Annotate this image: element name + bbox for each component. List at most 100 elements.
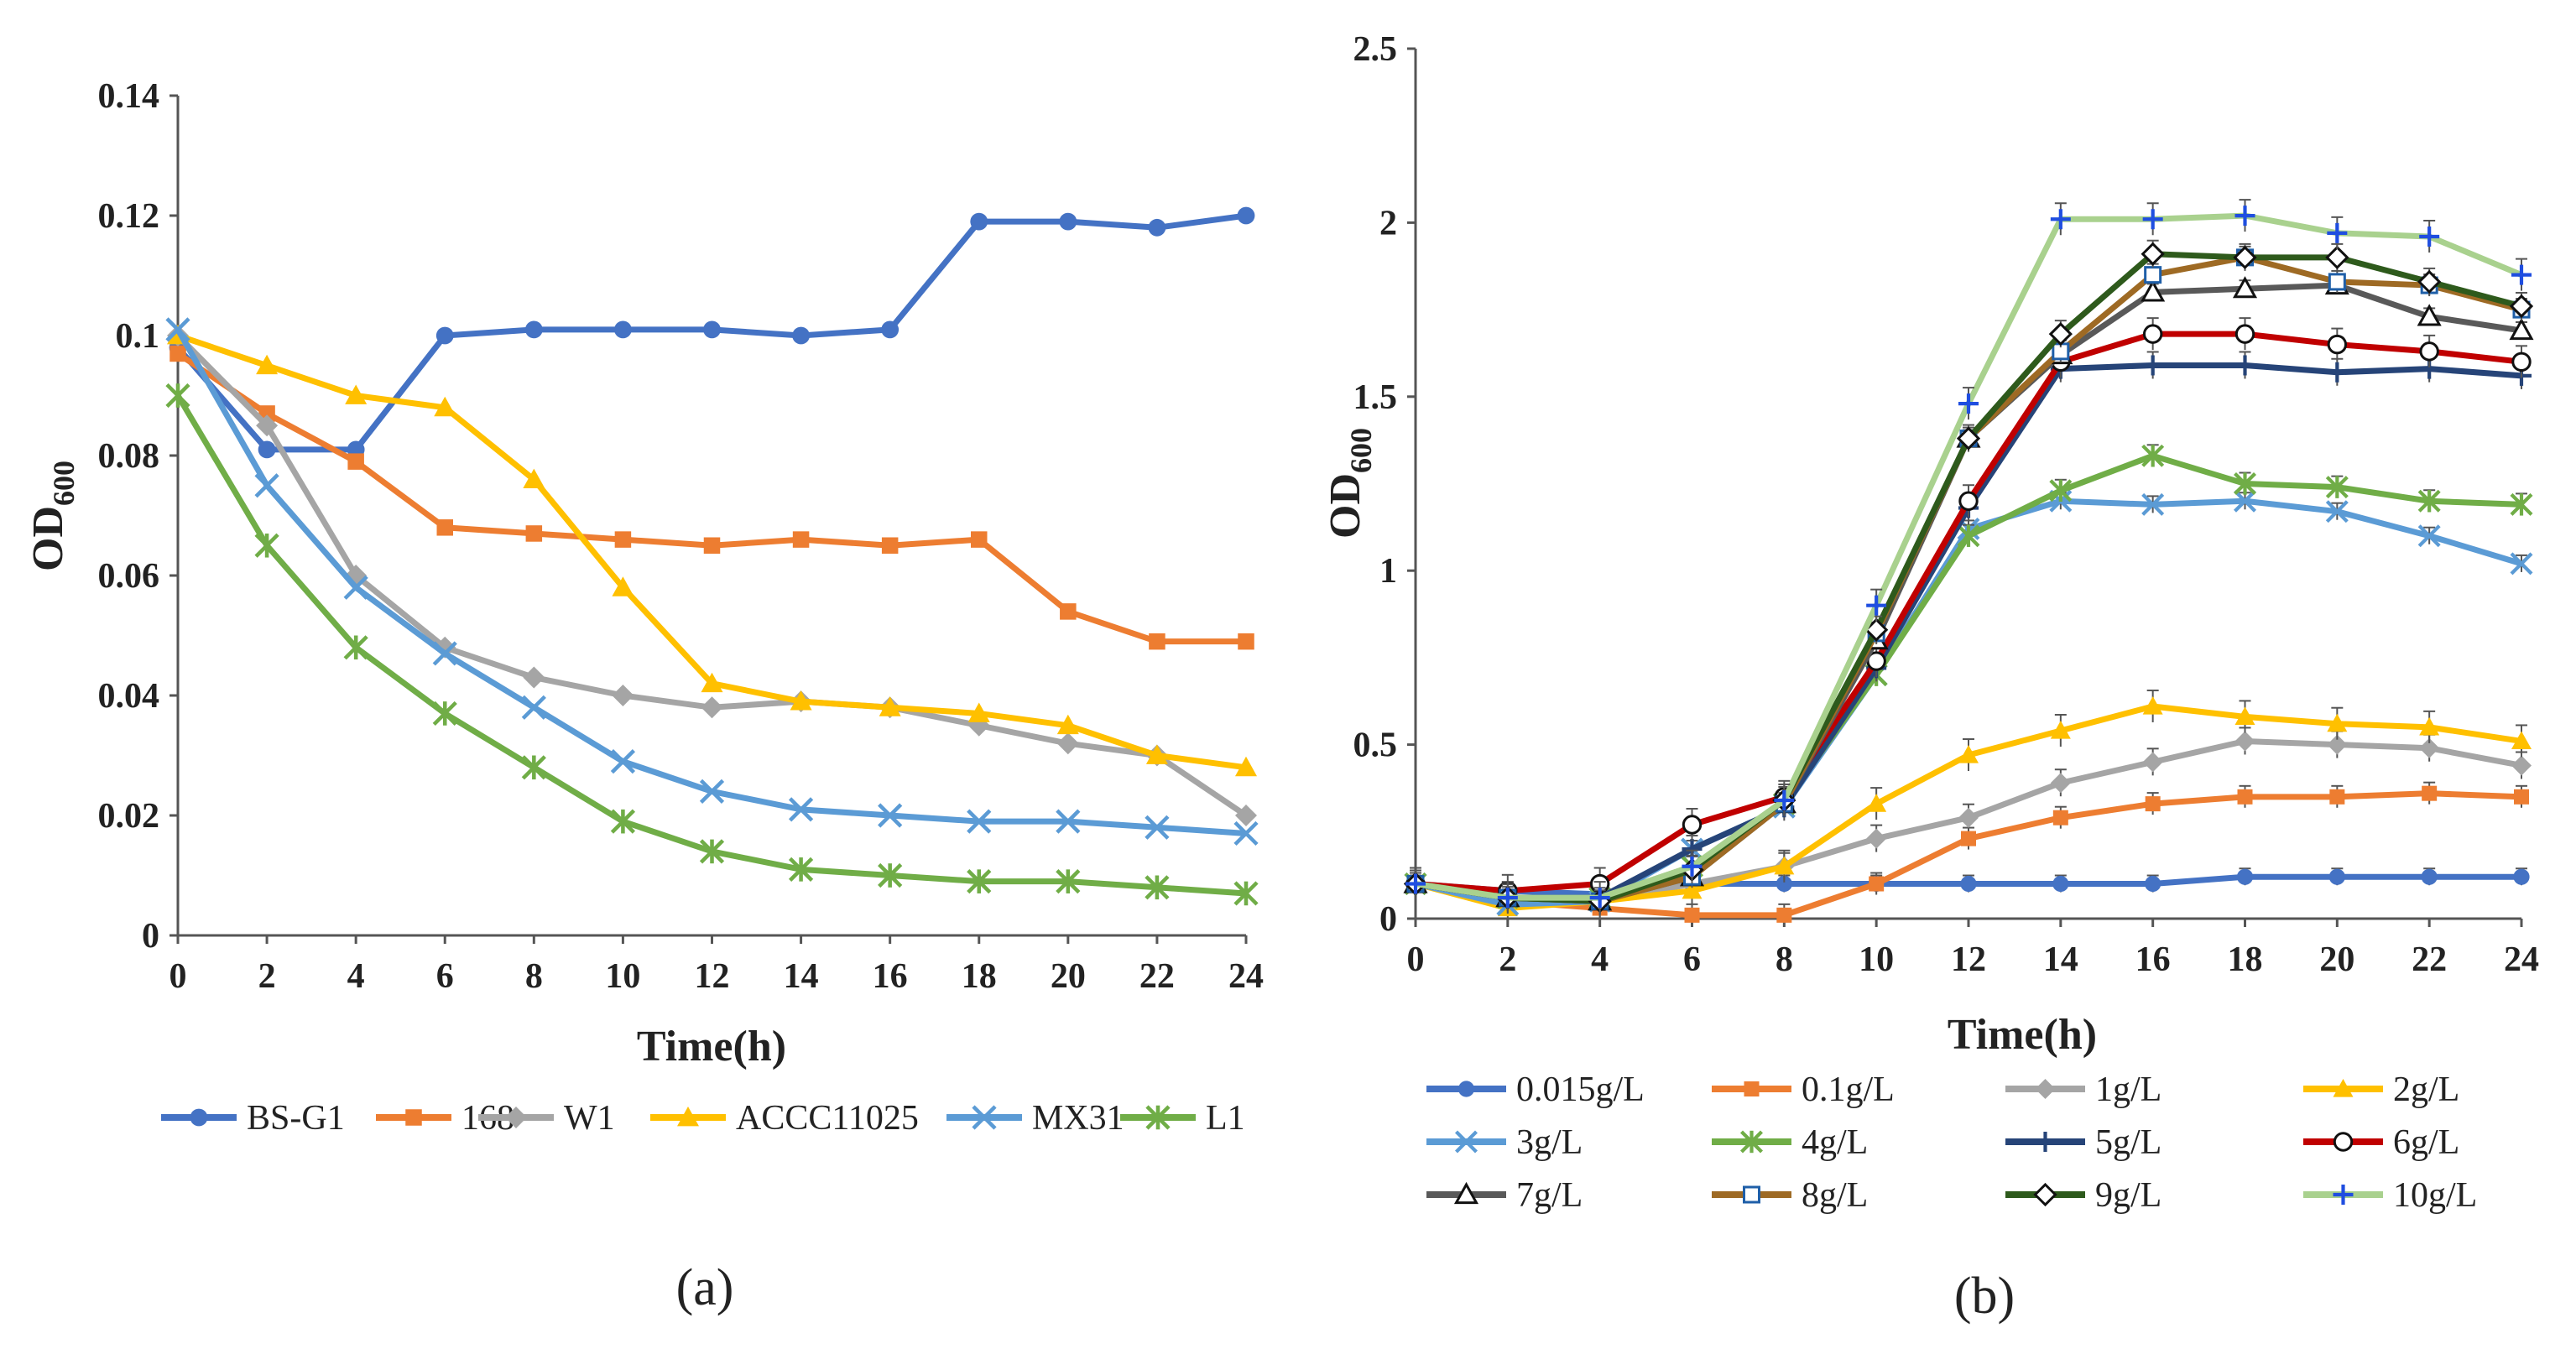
legend-label: 0.1g/L: [1802, 1070, 1895, 1109]
data-point: [2234, 324, 2255, 344]
data-point: [1958, 807, 1979, 828]
data-point: [701, 672, 723, 693]
x-tick-label: 10: [1859, 940, 1894, 979]
data-point: [699, 839, 725, 864]
data-point: [2419, 737, 2440, 758]
x-tick-label: 20: [1051, 957, 1086, 996]
legend-marker: [2333, 1132, 2354, 1152]
data-point: [2325, 500, 2349, 523]
legend-marker: [405, 1109, 422, 1126]
legend-label: 6g/L: [2393, 1123, 2459, 1162]
series-MX31: [165, 317, 1259, 846]
legend-item: W1: [478, 1099, 615, 1138]
legend-label: MX31: [1032, 1099, 1124, 1138]
data-point: [2419, 226, 2440, 247]
data-point: [1145, 815, 1170, 840]
data-point: [524, 320, 543, 339]
data-point: [2511, 731, 2532, 750]
data-point: [2422, 785, 2438, 801]
data-point: [1056, 869, 1081, 894]
data-point: [2417, 489, 2441, 513]
legend-item: 6g/L: [2303, 1123, 2459, 1162]
data-point: [1682, 856, 1703, 877]
legend-item: 7g/L: [1426, 1176, 1583, 1215]
data-point: [2052, 875, 2069, 893]
data-point: [169, 345, 186, 362]
data-point: [1235, 805, 1257, 826]
data-point: [1957, 524, 1980, 548]
data-point: [2050, 721, 2071, 739]
series-10g/L: [1405, 199, 2532, 914]
data-point: [971, 531, 988, 548]
data-point: [1233, 820, 1259, 846]
data-point: [792, 326, 810, 345]
legend-item: 9g/L: [2005, 1176, 2161, 1215]
data-point: [2234, 355, 2255, 376]
legend-marker: [2035, 1132, 2056, 1152]
legend-label: 8g/L: [1802, 1176, 1868, 1215]
legend-label: 1g/L: [2095, 1070, 2161, 1109]
data-point: [1960, 875, 1977, 893]
legend-item: 5g/L: [2005, 1123, 2161, 1162]
data-point: [2145, 875, 2161, 893]
legend-b: 0.015g/L 0.1g/L 1g/L 2g/L 3g/L 4g/L 5g/L 6g/L 7g…: [1426, 1070, 2477, 1215]
legend-marker: [1145, 1105, 1171, 1130]
data-point: [967, 809, 992, 834]
data-point: [2234, 706, 2255, 726]
data-point: [1869, 876, 1885, 892]
data-point: [2419, 716, 2440, 736]
y-tick-label: 0.5: [1353, 727, 1398, 765]
data-point: [2510, 492, 2533, 516]
data-point: [1405, 873, 1426, 894]
legend-marker: [677, 1107, 699, 1127]
data-point: [2327, 734, 2348, 755]
data-point: [2234, 489, 2256, 513]
data-point: [1958, 745, 1979, 763]
data-point: [1056, 809, 1081, 834]
data-point: [2142, 695, 2163, 715]
x-tick-label: 18: [2228, 940, 2263, 979]
y-tick-label: 0.08: [98, 437, 160, 476]
data-point: [434, 396, 456, 417]
legend-marker: [2333, 1185, 2354, 1205]
data-point: [2141, 279, 2166, 302]
data-point: [2141, 492, 2165, 516]
legend-marker: [1744, 1081, 1760, 1096]
data-point: [614, 531, 632, 548]
legend-label: ACCC11025: [736, 1099, 919, 1138]
data-point: [1238, 633, 1254, 650]
data-point: [1148, 218, 1166, 237]
y-tick-label: 2: [1379, 204, 1397, 242]
legend-label: BS-G1: [247, 1099, 345, 1138]
data-point: [435, 326, 454, 345]
legend-item: ACCC11025: [650, 1099, 919, 1138]
x-tick-label: 22: [2412, 940, 2447, 979]
data-point: [881, 320, 900, 339]
data-point: [1866, 794, 1887, 812]
data-point: [2142, 355, 2163, 376]
data-point: [1589, 888, 1610, 909]
data-point: [2236, 868, 2254, 885]
data-point: [2325, 245, 2349, 270]
data-point: [436, 519, 453, 536]
data-point: [2141, 444, 2165, 467]
data-point: [1060, 603, 1077, 620]
legend-marker: [972, 1105, 997, 1130]
legend-item: BS-G1: [161, 1099, 345, 1138]
legend-item: 1g/L: [2005, 1070, 2161, 1109]
data-point: [2511, 264, 2532, 285]
data-point: [2417, 304, 2442, 326]
legend-marker: [2033, 1182, 2057, 1207]
data-point: [1056, 714, 1079, 735]
data-point: [881, 537, 899, 554]
data-point: [347, 453, 364, 470]
legend-item: 2g/L: [2303, 1070, 2459, 1109]
data-point: [2328, 273, 2346, 291]
y-tick-label: 1: [1379, 552, 1397, 591]
legend-marker: [1455, 1130, 1478, 1154]
legend-label: 3g/L: [1516, 1123, 1583, 1162]
data-point: [610, 809, 636, 834]
data-point: [967, 869, 992, 894]
legend-label: L1: [1206, 1099, 1245, 1138]
data-point: [1237, 206, 1255, 225]
